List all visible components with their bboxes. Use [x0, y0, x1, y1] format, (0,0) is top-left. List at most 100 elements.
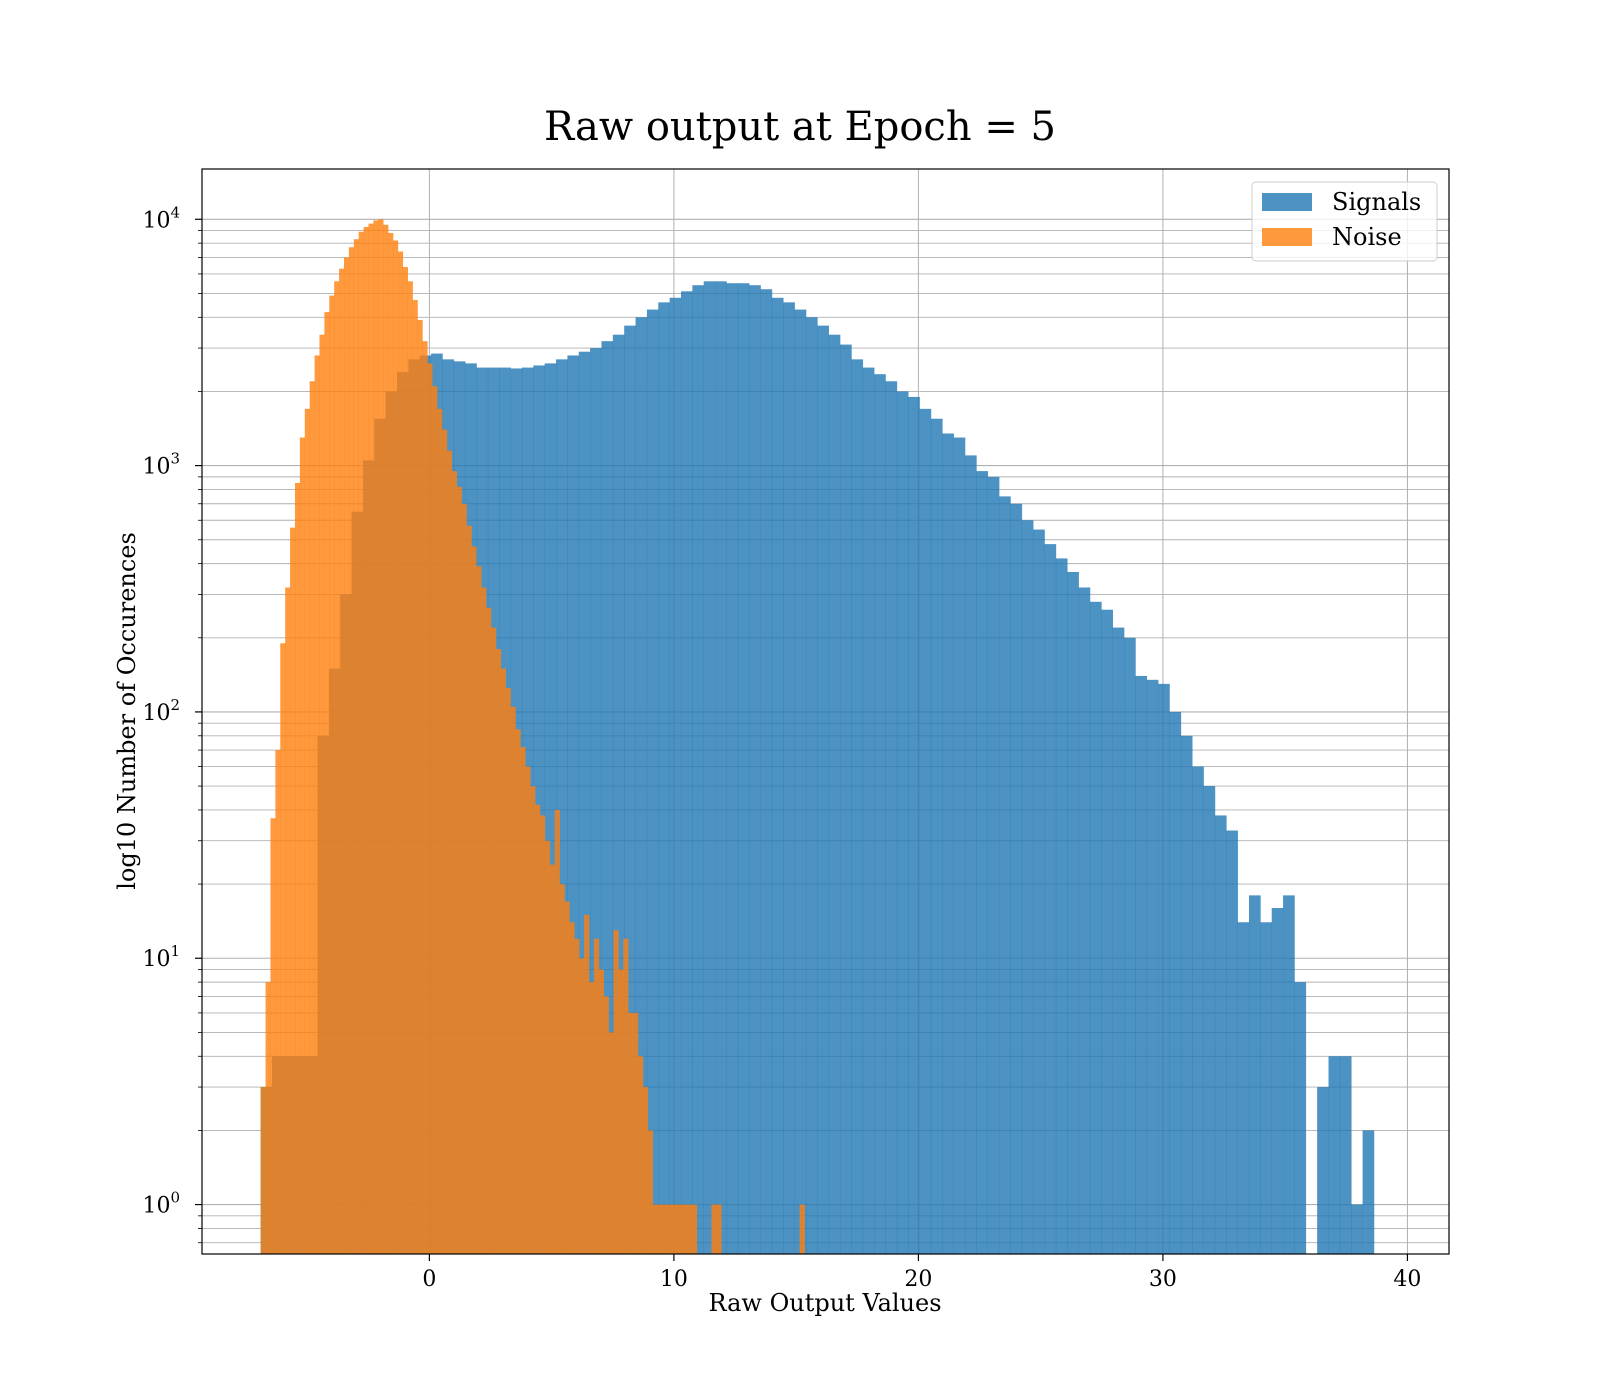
noise-bar [505, 688, 511, 1254]
noise-bar [490, 627, 497, 1254]
noise-bar [285, 587, 291, 1254]
noise-bar [446, 450, 453, 1254]
y-tick-label: 104 [142, 203, 180, 233]
signals-bar [987, 476, 1000, 1254]
signals-bar [851, 359, 864, 1254]
x-tick-label: 10 [660, 1267, 688, 1292]
noise-bar [481, 587, 487, 1254]
noise-bar [603, 996, 609, 1254]
noise-bar [677, 1204, 683, 1254]
signals-bar [1135, 675, 1148, 1254]
noise-bar [584, 914, 590, 1254]
x-tick-label: 30 [1149, 1267, 1177, 1292]
noise-bar [402, 267, 408, 1254]
noise-bar [579, 958, 585, 1254]
noise-bar [461, 503, 467, 1255]
signals-bar [964, 455, 977, 1255]
noise-bar [294, 482, 301, 1254]
noise-bar [637, 1056, 644, 1254]
noise-bar [515, 729, 521, 1254]
signals-bar [760, 289, 773, 1255]
noise-bar [608, 1032, 614, 1254]
y-tick-label: 102 [142, 696, 180, 726]
signals-bar [1055, 558, 1068, 1254]
signals-bar [556, 359, 568, 1254]
signals-bar [1146, 679, 1159, 1254]
signals-bar [794, 309, 807, 1254]
noise-bar [652, 1204, 658, 1254]
axis-ticks: 0 10 20 30 40 100 101 102 103 104 [142, 203, 1421, 1292]
noise-bar [368, 223, 374, 1255]
legend-label-noise: Noise [1332, 223, 1402, 251]
signals-bar [828, 334, 841, 1254]
signals-bar [658, 302, 670, 1255]
legend: Signals Noise [1251, 181, 1438, 262]
signals-bar [976, 471, 989, 1254]
noise-bar [500, 668, 506, 1254]
signals-bar [612, 334, 625, 1254]
noise-bar [383, 224, 389, 1254]
noise-bar [574, 938, 580, 1254]
x-tick-label: 0 [422, 1267, 436, 1292]
signals-bar [896, 391, 909, 1254]
signals-bar [578, 351, 591, 1254]
signals-bar [1169, 711, 1182, 1254]
x-axis-label: Raw Output Values [708, 1289, 941, 1317]
noise-bar [397, 251, 404, 1255]
noise-bar [633, 1012, 639, 1254]
noise-bar [623, 938, 629, 1254]
noise-bar [427, 363, 433, 1254]
noise-bar [451, 471, 457, 1254]
noise-bar [353, 239, 359, 1255]
noise-bar [324, 312, 330, 1254]
signals-bar [749, 285, 761, 1255]
legend-swatch-noise [1262, 228, 1312, 246]
signals-bar [1044, 544, 1057, 1254]
signals-bar [1294, 982, 1307, 1254]
noise-bar [559, 884, 565, 1254]
signals-bar [1260, 922, 1273, 1254]
noise-bar [799, 1204, 805, 1254]
signals-bar [1021, 520, 1034, 1254]
noise-bar [662, 1204, 668, 1254]
noise-bar [260, 1087, 266, 1254]
noise-bar [422, 341, 428, 1255]
signals-bar [1192, 766, 1204, 1254]
signals-bar [930, 418, 943, 1254]
signals-bar [1226, 830, 1238, 1254]
noise-bar [388, 232, 394, 1255]
noise-bar [456, 486, 462, 1254]
signals-bar [715, 281, 727, 1255]
signals-bar [567, 355, 580, 1254]
noise-bar [618, 969, 624, 1254]
noise-bar [417, 320, 423, 1254]
signals-bar [840, 344, 852, 1255]
signals-bar [590, 348, 602, 1254]
signals-bar [1067, 571, 1079, 1254]
noise-bar [304, 408, 310, 1255]
signals-bar [1271, 907, 1284, 1254]
signals-bar [908, 396, 920, 1254]
noise-bar [299, 437, 306, 1254]
signals-bar [692, 285, 705, 1255]
noise-bar [539, 815, 546, 1254]
signals-bar [1317, 1087, 1329, 1254]
signals-bar [885, 381, 898, 1254]
signals-bar [1237, 922, 1250, 1254]
noise-bar [647, 1130, 653, 1254]
noise-bar [373, 220, 379, 1254]
noise-bar [334, 281, 340, 1255]
noise-bar [290, 527, 296, 1254]
signals-bar [1089, 601, 1102, 1254]
noise-bar [530, 786, 536, 1254]
signals-bar [953, 437, 966, 1254]
noise-bar [549, 864, 555, 1254]
noise-bar [486, 607, 492, 1254]
noise-bar [510, 706, 516, 1254]
noise-bar [309, 381, 315, 1254]
noise-bar [598, 969, 604, 1254]
noise-bar [667, 1204, 673, 1254]
signals-bar [862, 367, 875, 1254]
